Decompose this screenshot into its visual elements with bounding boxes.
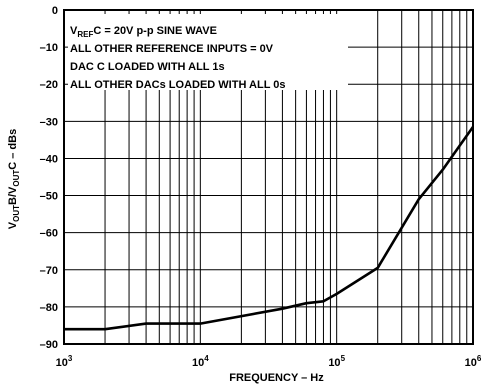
annotation-line: ALL OTHER DACs LOADED WITH ALL 0s — [70, 79, 286, 91]
x-tick-labels: 103 104 105 106 — [56, 354, 482, 369]
x-tick-label: 104 — [192, 354, 209, 369]
series-point — [305, 302, 308, 304]
series-point — [417, 198, 420, 201]
x-tick-exponent: 4 — [204, 354, 209, 363]
annotation-text: V — [70, 25, 78, 37]
x-tick-label: 103 — [56, 354, 73, 369]
y-tick-label: –80 — [40, 302, 58, 314]
x-tick-exponent: 5 — [341, 354, 346, 363]
y-axis-label-part: B/V — [7, 186, 19, 205]
series-point — [281, 307, 284, 310]
x-tick-base: 10 — [192, 357, 204, 369]
y-tick-label: –30 — [40, 116, 58, 128]
y-tick-label: 0 — [52, 5, 58, 17]
series-point — [199, 322, 202, 325]
series-point — [145, 322, 147, 325]
series-point — [441, 168, 444, 171]
series-point — [322, 300, 325, 303]
y-axis-label: VOUTB/VOUTC – dBs — [7, 129, 21, 229]
y-axis-label-part: V — [7, 221, 19, 229]
x-tick-base: 10 — [328, 357, 340, 369]
annotation-text: ALL OTHER REFERENCE INPUTS = 0V — [70, 43, 274, 55]
y-tick-label: –70 — [40, 265, 58, 277]
series-point — [335, 293, 338, 295]
annotation-line: DAC C LOADED WITH ALL 1s — [70, 61, 225, 73]
x-axis-label: FREQUENCY – Hz — [229, 372, 324, 384]
y-tick-label: –60 — [40, 228, 58, 240]
annotation-line: ALL OTHER REFERENCE INPUTS = 0V — [70, 43, 274, 55]
series-point — [104, 328, 106, 330]
x-tick-base: 10 — [56, 357, 68, 369]
y-tick-labels: 0 –10 –20 –30 –40 –50 –60 –70 –80 –90 — [40, 5, 58, 351]
annotation-text: REF — [77, 30, 93, 39]
annotation-background — [68, 14, 348, 90]
y-axis-label-part: OUT — [12, 205, 21, 222]
y-axis-label-part: OUT — [12, 170, 21, 187]
x-tick-label: 106 — [465, 354, 482, 369]
series-line — [64, 126, 475, 331]
y-tick-label: –10 — [40, 42, 58, 54]
x-tick-exponent: 6 — [477, 354, 482, 363]
annotation-box: VREFC = 20V p-p SINE WAVE ALL OTHER REFER… — [68, 14, 348, 91]
annotation-text: ALL OTHER DACs LOADED WITH ALL 0s — [70, 79, 286, 91]
y-tick-label: –50 — [40, 191, 58, 203]
series-point — [458, 144, 461, 147]
x-tick-exponent: 3 — [68, 354, 73, 363]
series-layer — [63, 126, 475, 331]
annotation-text: DAC C LOADED WITH ALL 1s — [70, 61, 225, 73]
x-tick-label: 105 — [328, 354, 345, 369]
y-tick-label: –20 — [40, 79, 58, 91]
series-point — [376, 267, 379, 269]
x-tick-base: 10 — [465, 357, 477, 369]
y-axis-label-part: C – dBs — [7, 129, 19, 170]
y-tick-label: –90 — [40, 339, 58, 351]
annotation-text: C = 20V p-p SINE WAVE — [93, 25, 217, 37]
y-tick-label: –40 — [40, 153, 58, 165]
plot-frame — [63, 9, 474, 345]
annotation-line: VREFC = 20V p-p SINE WAVE — [70, 25, 217, 39]
